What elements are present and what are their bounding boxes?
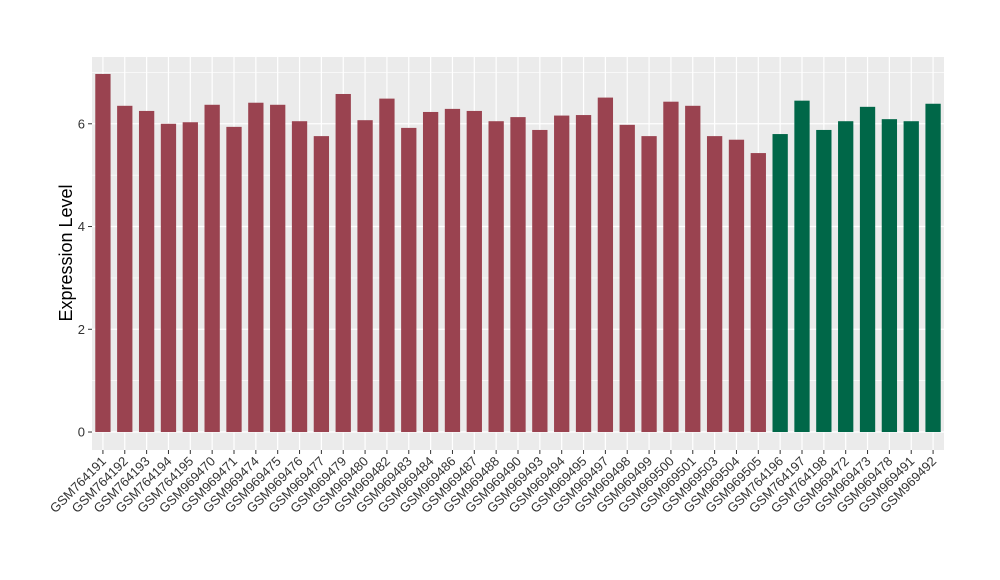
bar-GSM969494 bbox=[554, 115, 570, 433]
bar-GSM969482 bbox=[379, 98, 395, 433]
bar-GSM969471 bbox=[226, 126, 242, 433]
y-tick-label: 0 bbox=[78, 425, 85, 440]
bar-GSM969504 bbox=[728, 139, 745, 433]
bar-GSM969501 bbox=[685, 105, 701, 433]
bar-GSM969493 bbox=[532, 129, 548, 433]
bar-GSM969486 bbox=[444, 108, 461, 433]
bar-GSM969495 bbox=[575, 115, 592, 433]
bar-GSM969487 bbox=[466, 110, 482, 433]
bar-GSM969478 bbox=[881, 119, 898, 433]
bar-GSM969476 bbox=[291, 121, 308, 433]
x-axis: GSM764191GSM764192GSM764193GSM764194GSM7… bbox=[47, 450, 939, 516]
bar-GSM969497 bbox=[597, 97, 614, 433]
bar-GSM969473 bbox=[859, 106, 876, 433]
bar-GSM969472 bbox=[838, 121, 854, 433]
bar-GSM764192 bbox=[117, 105, 133, 433]
bar-GSM969480 bbox=[357, 120, 373, 433]
y-tick-label: 4 bbox=[78, 219, 85, 234]
bar-GSM969503 bbox=[706, 136, 723, 433]
bar-GSM969483 bbox=[401, 127, 417, 433]
bar-GSM764191 bbox=[95, 73, 111, 433]
bar-GSM764195 bbox=[182, 122, 198, 433]
bar-GSM764196 bbox=[772, 134, 788, 433]
bar-GSM969499 bbox=[641, 136, 657, 433]
bar-GSM969498 bbox=[619, 124, 635, 433]
bar-GSM969488 bbox=[488, 121, 504, 433]
bar-GSM764198 bbox=[816, 129, 832, 433]
bar-GSM969477 bbox=[313, 136, 330, 433]
bars bbox=[95, 73, 941, 433]
bar-GSM969475 bbox=[270, 104, 286, 433]
y-tick-label: 2 bbox=[78, 322, 85, 337]
bar-GSM969490 bbox=[510, 117, 526, 433]
bar-GSM969479 bbox=[335, 93, 351, 433]
bar-GSM969470 bbox=[204, 104, 220, 433]
bar-GSM969492 bbox=[925, 103, 941, 433]
y-tick-label: 6 bbox=[78, 116, 85, 131]
y-axis-title: Expression Level bbox=[56, 184, 76, 321]
bar-GSM764197 bbox=[794, 100, 810, 433]
bar-GSM764194 bbox=[160, 123, 177, 433]
bar-GSM969474 bbox=[248, 102, 264, 433]
y-axis: 0 2 4 6 bbox=[78, 116, 92, 440]
bar-GSM764193 bbox=[138, 110, 155, 433]
bar-GSM969500 bbox=[663, 101, 679, 433]
bar-GSM969484 bbox=[422, 111, 439, 433]
bar-GSM969491 bbox=[903, 121, 919, 433]
bar-GSM969505 bbox=[750, 153, 766, 433]
